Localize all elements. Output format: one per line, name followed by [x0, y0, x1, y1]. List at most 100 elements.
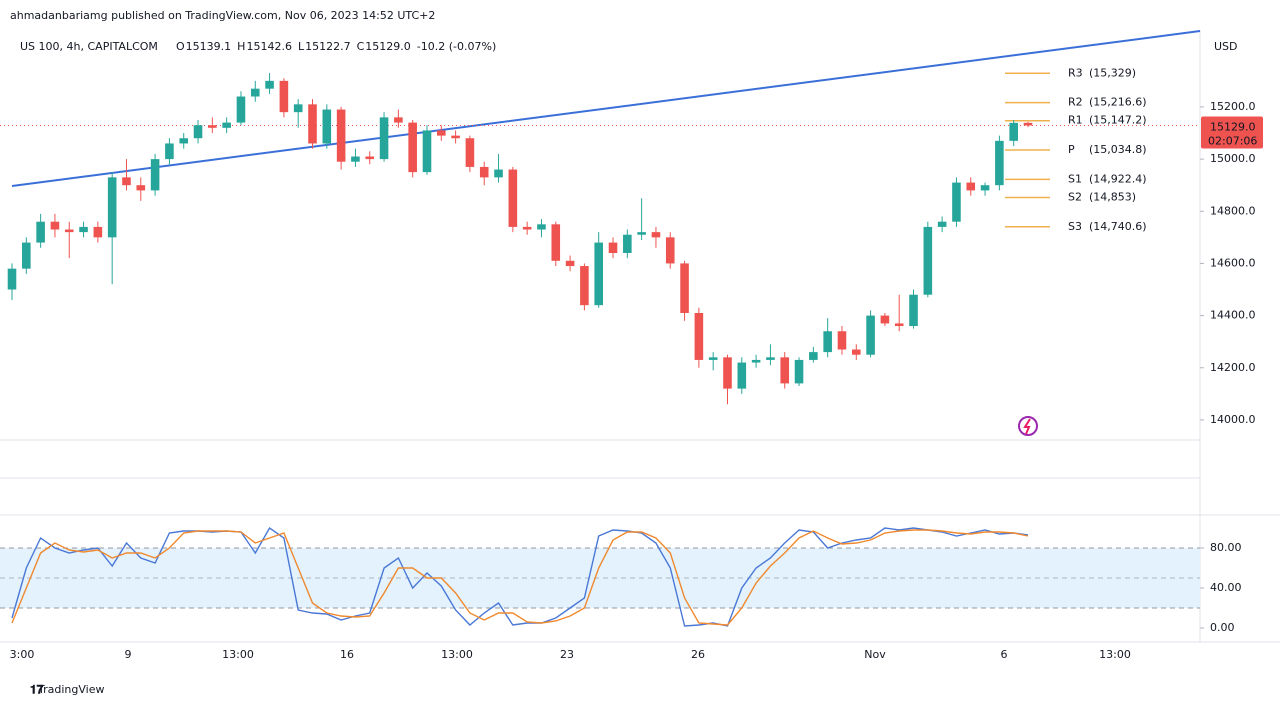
- y-tick-label: 15200.0: [1210, 100, 1256, 113]
- pivot-name: R2: [1068, 96, 1083, 109]
- candle-body: [79, 226, 88, 233]
- y-tick-label: 40.00: [1210, 581, 1242, 594]
- candle-body: [165, 143, 174, 160]
- candle-body: [809, 352, 818, 360]
- candle-body: [1023, 122, 1033, 126]
- candle-body: [594, 242, 603, 306]
- candle-body: [651, 232, 661, 238]
- ohlc-value: 15142.6: [246, 40, 292, 53]
- candle-body: [107, 177, 117, 238]
- x-tick-label: 13:00: [1099, 648, 1131, 661]
- candle-body: [322, 109, 332, 144]
- candle-body: [694, 312, 704, 360]
- candle-body: [308, 104, 317, 144]
- candle-body: [723, 357, 732, 389]
- candle-body: [952, 182, 961, 222]
- stoch-line: [11, 526, 1029, 627]
- footer-brand: TradingView: [37, 683, 104, 696]
- ohlc-key: L: [298, 40, 305, 53]
- x-tick-label: 6: [1001, 648, 1008, 661]
- candle-body: [894, 323, 904, 327]
- ohlc-key: O: [176, 40, 185, 53]
- candle-body: [708, 357, 718, 360]
- y-tick-label: 14400.0: [1210, 309, 1256, 322]
- candle-body: [22, 242, 31, 269]
- pivot-name: R1: [1068, 114, 1083, 127]
- y-tick-label: 14000.0: [1210, 413, 1256, 426]
- stoch-line: [11, 529, 1029, 626]
- x-tick-label: Nov: [864, 648, 886, 661]
- candle-body: [780, 357, 790, 384]
- candle-body: [680, 263, 689, 313]
- candle-body: [379, 117, 389, 160]
- y-tick-label: 80.00: [1210, 541, 1242, 554]
- candle-body: [608, 242, 618, 253]
- y-tick-label: 14200.0: [1210, 361, 1256, 374]
- y-tick-label: 15000.0: [1210, 152, 1256, 165]
- candle-body: [565, 260, 575, 267]
- currency[interactable]: USD: [1214, 40, 1238, 53]
- pivot-name: S3: [1068, 220, 1082, 233]
- x-tick-label: 3:00: [10, 648, 35, 661]
- candle-body: [980, 185, 990, 191]
- candle-body: [208, 125, 217, 128]
- x-tick-label: 9: [125, 648, 132, 661]
- candle-body: [494, 169, 503, 178]
- candle-body: [465, 138, 475, 167]
- events-icon[interactable]: [1018, 416, 1038, 436]
- candle-body: [422, 130, 432, 173]
- candle-body: [437, 130, 446, 136]
- candle-body: [50, 221, 60, 230]
- candle-body: [966, 182, 976, 191]
- candle-body: [623, 234, 632, 253]
- publisher: ahmadanbariamg published on TradingView.…: [10, 9, 435, 22]
- x-tick-label: 16: [340, 648, 354, 661]
- candle-body: [293, 104, 303, 113]
- candle-body: [265, 80, 274, 89]
- pivot-label: (14,740.6): [1089, 220, 1147, 233]
- candle-body: [193, 125, 203, 139]
- candle-body: [851, 349, 861, 355]
- ohlc-key: C: [357, 40, 365, 53]
- candle-body: [179, 138, 189, 144]
- candle-body: [222, 122, 231, 128]
- candle-body: [923, 226, 933, 295]
- candle-body: [794, 359, 804, 384]
- candle-body: [336, 109, 346, 162]
- candle-body: [937, 221, 947, 227]
- candle-body: [150, 159, 160, 191]
- countdown: 02:07:06: [1208, 134, 1257, 147]
- pivot-label: (14,853): [1089, 190, 1136, 203]
- pivot-label: (15,329): [1089, 66, 1136, 79]
- candle-body: [522, 226, 532, 230]
- candle-body: [866, 315, 875, 355]
- candle-body: [365, 156, 375, 160]
- candle-body: [236, 96, 246, 123]
- candle-body: [1009, 122, 1018, 141]
- ohlc-value: 15139.1: [186, 40, 232, 53]
- ohlc-value: 15122.7: [305, 40, 351, 53]
- candle-body: [122, 177, 131, 186]
- symbol: US 100, 4h, CAPITALCOM: [20, 40, 158, 53]
- candle-body: [995, 140, 1004, 186]
- candle-body: [136, 185, 146, 191]
- pivot-name: R3: [1068, 66, 1083, 79]
- pivot-label: (15,147.2): [1089, 114, 1147, 127]
- candle-body: [909, 294, 918, 327]
- candle-body: [36, 221, 45, 243]
- last-price-tag: [1201, 116, 1263, 149]
- logo-mark: 𝟏𝟕: [30, 683, 44, 697]
- candle-body: [537, 224, 546, 230]
- candle-body: [880, 315, 890, 324]
- candle-body: [508, 169, 518, 227]
- candle-body: [351, 156, 360, 162]
- candle-body: [64, 229, 74, 233]
- ohlc-key: H: [237, 40, 245, 53]
- x-tick-label: 13:00: [441, 648, 473, 661]
- candle-body: [479, 166, 489, 178]
- y-tick-label: 14600.0: [1210, 256, 1256, 269]
- candle-body: [766, 357, 775, 360]
- pivot-label: (14,922.4): [1089, 172, 1147, 185]
